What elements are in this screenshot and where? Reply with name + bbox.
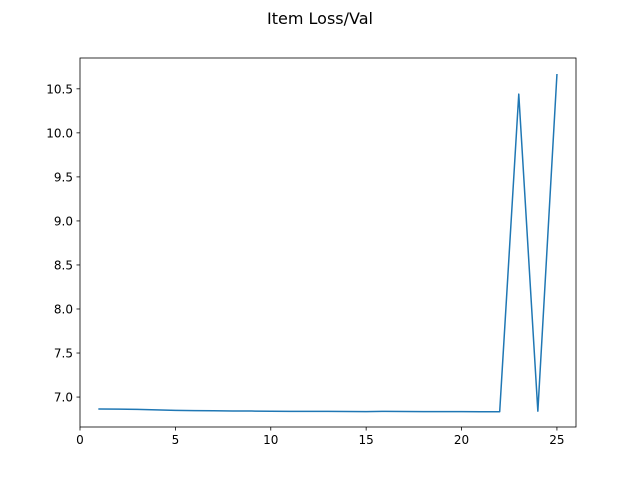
y-tick-label: 10.5 [46,82,73,96]
x-tick-label: 0 [76,433,84,447]
series-line [98,73,558,413]
y-tick-label: 8.5 [54,258,73,272]
plot-frame [79,57,577,428]
x-tick-label: 25 [549,433,564,447]
series-layer [98,73,558,413]
y-tick-label: 9.0 [54,214,73,228]
chart-title: Item Loss/Val [267,9,373,28]
y-tick-label: 7.0 [54,391,73,405]
x-tick-label: 5 [172,433,180,447]
axis-ticks: 0 5 10 15 20 25 7.0 7.5 8.0 8.5 9.0 9.5 10.0 10.5 [46,82,564,447]
y-tick-label: 7.5 [54,347,73,361]
x-tick-label: 20 [454,433,469,447]
x-tick-label: 15 [359,433,374,447]
y-tick-label: 10.0 [46,126,73,140]
y-tick-label: 9.5 [54,170,73,184]
x-tick-label: 10 [263,433,278,447]
y-tick-label: 8.0 [54,302,73,316]
